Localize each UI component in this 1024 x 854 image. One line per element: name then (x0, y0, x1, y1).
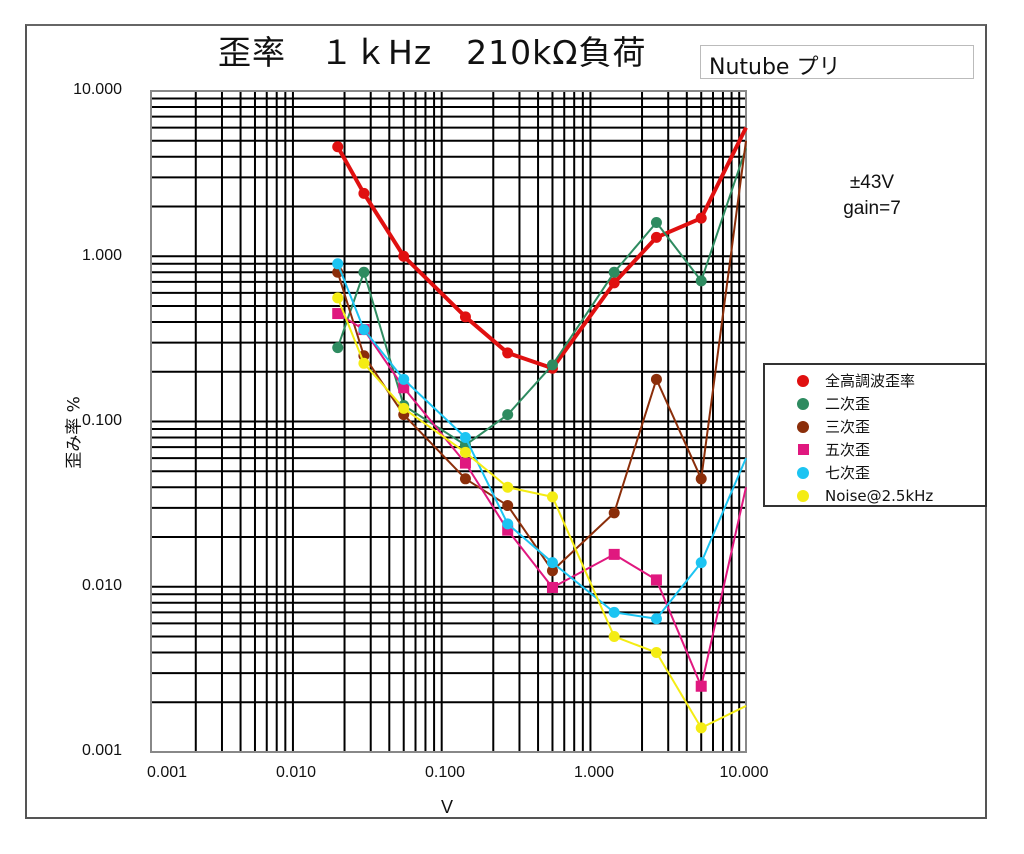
data-point (695, 473, 707, 485)
data-point-square (502, 524, 514, 536)
y-tick-label: 1.000 (81, 247, 122, 264)
data-point-square (650, 574, 662, 586)
data-point (332, 141, 344, 153)
data-point (358, 266, 370, 278)
annotation: ±43V gain=7 (812, 170, 932, 222)
circle-marker-icon (797, 466, 809, 479)
chart-title: 歪率 １ｋHz 210kΩ負荷 (218, 33, 647, 72)
data-point (358, 187, 370, 199)
data-point (608, 507, 620, 519)
subtitle-box: Nutube プリ (700, 45, 974, 80)
data-point (650, 613, 662, 625)
legend-label: 全高調波歪率 (825, 372, 916, 390)
series-line (337, 312, 747, 688)
data-point (608, 277, 620, 289)
data-point (650, 231, 662, 243)
legend-item-thd: 全高調波歪率 (765, 369, 985, 392)
legend-item-2nd: 二次歪 (765, 392, 985, 415)
x-tick-label: 10.000 (719, 764, 769, 781)
annotation-voltage: ±43V (849, 172, 895, 193)
data-point (608, 266, 620, 278)
circle-marker-icon (797, 397, 809, 410)
legend-label: 五次歪 (825, 441, 871, 459)
data-point (398, 373, 410, 385)
x-tick-label: 0.010 (275, 764, 317, 781)
data-point (332, 258, 344, 270)
y-tick-label: 10.000 (73, 81, 122, 98)
data-point (546, 557, 558, 569)
legend-label: 三次歪 (825, 418, 871, 436)
data-point-square (546, 581, 558, 593)
data-point (332, 292, 344, 304)
data-point (459, 432, 471, 444)
annotation-gain: gain=7 (843, 198, 901, 219)
data-point (650, 647, 662, 659)
legend-item-5th: 五次歪 (765, 438, 985, 461)
data-point (459, 473, 471, 485)
data-point (459, 311, 471, 323)
data-point (358, 357, 370, 369)
data-point (502, 481, 514, 493)
square-marker-icon (797, 444, 809, 455)
data-point-square (459, 457, 471, 469)
data-point (608, 630, 620, 642)
data-point (398, 402, 410, 414)
data-point (608, 606, 620, 618)
data-point (398, 250, 410, 262)
x-tick-label: 0.100 (424, 764, 466, 781)
circle-marker-icon (797, 374, 809, 387)
data-point (546, 565, 558, 577)
circle-marker-icon (797, 489, 809, 502)
y-axis-label: 歪み率 % (64, 396, 85, 469)
data-point (502, 347, 514, 359)
data-point (695, 722, 707, 734)
y-tick-label: 0.100 (81, 412, 122, 429)
x-tick-label: 1.000 (573, 764, 615, 781)
series-line (336, 297, 747, 729)
legend: 全高調波歪率 二次歪 三次歪 五次歪 七次歪 Noise@2.5kHz (763, 363, 987, 507)
data-point (502, 500, 514, 512)
data-point (459, 446, 471, 458)
series-line (335, 126, 748, 371)
data-point (332, 342, 344, 354)
data-point (546, 359, 558, 371)
data-point (546, 491, 558, 503)
series-line (336, 263, 747, 620)
x-tick-label: 0.001 (146, 764, 188, 781)
legend-item-7th: 七次歪 (765, 461, 985, 484)
y-tick-label: 0.010 (81, 577, 122, 594)
legend-label: 七次歪 (825, 464, 871, 482)
data-point (502, 518, 514, 530)
data-point (650, 373, 662, 385)
legend-label: Noise@2.5kHz (825, 486, 934, 505)
x-axis-label: V (441, 797, 454, 817)
plot-border (150, 90, 747, 753)
data-point-square (608, 548, 620, 560)
data-point (695, 275, 707, 287)
data-point (358, 324, 370, 336)
data-point (695, 557, 707, 569)
data-point (502, 409, 514, 421)
legend-label: 二次歪 (825, 395, 871, 413)
data-point (650, 217, 662, 229)
data-point-square (695, 680, 707, 692)
legend-item-noise: Noise@2.5kHz (765, 484, 985, 507)
y-tick-label: 0.001 (81, 742, 122, 759)
circle-marker-icon (797, 420, 809, 433)
data-point (695, 212, 707, 224)
legend-item-3rd: 三次歪 (765, 415, 985, 438)
series-line (336, 147, 747, 447)
data-point-square (398, 382, 410, 394)
data-point-square (332, 308, 344, 320)
